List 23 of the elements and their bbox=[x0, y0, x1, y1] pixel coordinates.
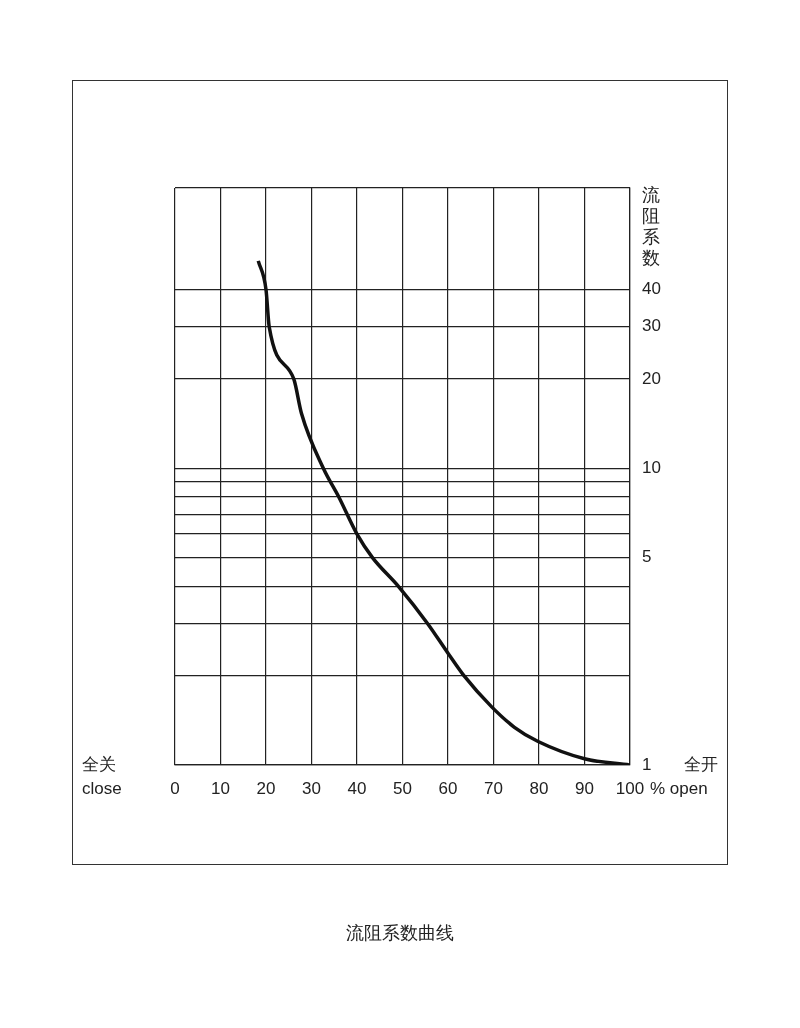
x-tick-label: 30 bbox=[302, 778, 321, 798]
y-tick-label: 10 bbox=[642, 457, 661, 477]
x-tick-label: 80 bbox=[529, 778, 549, 798]
text: 全关 close bbox=[82, 754, 122, 798]
x-tick-label: 40 bbox=[347, 778, 367, 798]
y-axis-title: 流阻系数 bbox=[642, 184, 660, 268]
text: 流阻系数曲线 bbox=[346, 922, 454, 943]
x-tick-label: 50 bbox=[393, 778, 412, 798]
x-tick-label: 70 bbox=[484, 778, 503, 798]
text: 全开 bbox=[684, 754, 718, 774]
x-tick-label: 20 bbox=[256, 778, 276, 798]
x-tick-label: 60 bbox=[438, 778, 458, 798]
y-tick-label: 30 bbox=[642, 316, 661, 336]
x-tick-label: 0 bbox=[170, 778, 180, 798]
y-tick-label: 20 bbox=[642, 368, 661, 388]
x-tick-label: 90 bbox=[575, 778, 594, 798]
line-series bbox=[256, 259, 630, 765]
y-tick-label: 5 bbox=[642, 547, 652, 567]
x-axis-title: % open bbox=[650, 778, 708, 798]
y-tick-label: 40 bbox=[642, 279, 661, 299]
x-tick-label: 10 bbox=[211, 778, 230, 798]
x-tick-label: 100 bbox=[615, 778, 645, 798]
y-tick-label: 1 bbox=[642, 754, 652, 774]
